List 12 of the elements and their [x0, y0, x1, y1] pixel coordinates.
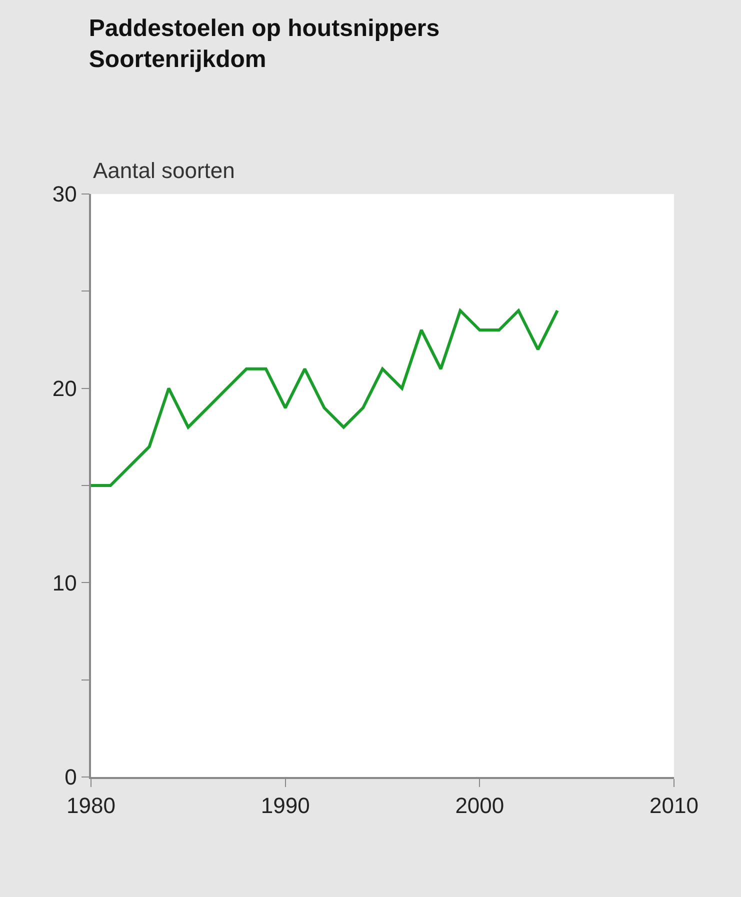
- y-tick-label: 10: [52, 570, 77, 596]
- y-tick-label: 20: [52, 376, 77, 402]
- chart-title: Paddestoelen op houtsnippers: [88, 14, 440, 42]
- chart-subtitle: Soortenrijkdom: [88, 46, 266, 74]
- x-tick-label: 2000: [455, 793, 504, 818]
- y-axis-title: Aantal soorten: [93, 158, 235, 183]
- x-tick-label: 1990: [260, 793, 310, 818]
- y-tick-label: 30: [52, 182, 77, 207]
- line-series: [91, 309, 559, 487]
- x-tick-label: 2010: [650, 793, 698, 818]
- y-tick-label: 0: [64, 764, 77, 790]
- x-tick-label: 1980: [66, 793, 116, 818]
